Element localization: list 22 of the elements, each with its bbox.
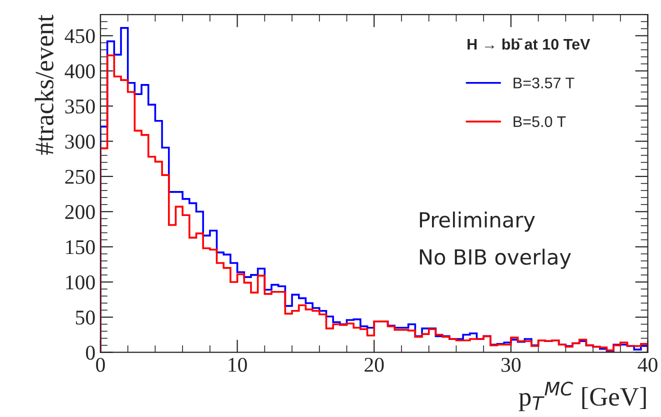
y-tick-label: 400 [64, 64, 95, 78]
y-tick-label: 450 [64, 29, 95, 44]
x-axis-title: p$_{T}$$^{MC}$ [GeV] [518, 382, 646, 412]
y-axis-title: #tracks/event [34, 14, 54, 155]
y-tick-label: 100 [66, 275, 95, 290]
x-tick-label: 0 [96, 358, 105, 372]
y-tick-label: 0 [86, 346, 95, 360]
y-tick-label: 250 [65, 170, 95, 184]
x-tick-label: 20 [364, 358, 384, 372]
legend-label: B=3.57 T [514, 78, 574, 88]
annotation: No BIB overlay [420, 248, 571, 269]
annotation: Preliminary [420, 212, 535, 232]
x-tick-label: 40 [638, 358, 658, 372]
legend-title: H → bb̄ at 10 TeV [468, 38, 590, 50]
x-tick-label: 10 [228, 358, 247, 372]
y-tick-label: 350 [65, 99, 95, 114]
y-tick-label: 150 [66, 240, 95, 254]
x-tick-label: 30 [502, 358, 521, 372]
y-tick-label: 50 [76, 310, 95, 325]
legend-label: B=5.0 T [514, 116, 566, 128]
y-tick-label: 300 [65, 134, 95, 149]
y-tick-label: 200 [65, 205, 95, 220]
